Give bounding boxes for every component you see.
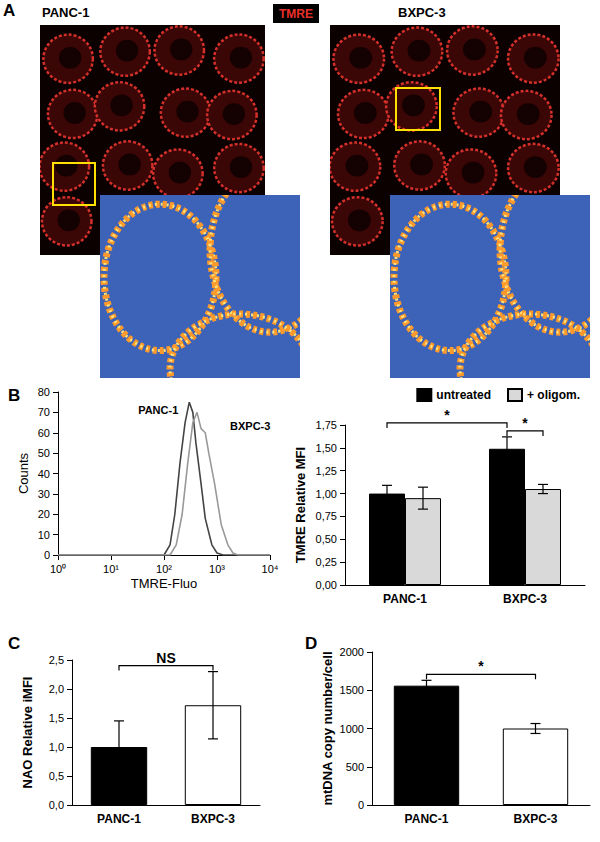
svg-text:1000: 1000: [340, 723, 364, 735]
svg-text:1,00: 1,00: [316, 488, 337, 500]
svg-text:B: B: [8, 386, 20, 405]
svg-text:10²: 10²: [156, 563, 172, 575]
svg-text:0,00: 0,00: [316, 579, 337, 591]
svg-text:PANC-1: PANC-1: [42, 5, 89, 20]
svg-text:BXPC-3: BXPC-3: [191, 812, 235, 826]
svg-text:0,5: 0,5: [49, 770, 64, 782]
svg-text:PANC-1: PANC-1: [97, 812, 141, 826]
svg-text:BXPC-3: BXPC-3: [503, 592, 547, 606]
svg-text:2000: 2000: [340, 646, 364, 658]
svg-text:*: *: [478, 658, 484, 674]
svg-text:TMRE-Fluo: TMRE-Fluo: [131, 576, 197, 591]
svg-text:*: *: [522, 415, 528, 431]
svg-text:PANC-1: PANC-1: [138, 404, 178, 416]
svg-text:10: 10: [38, 529, 50, 541]
svg-text:TMRE: TMRE: [279, 7, 313, 21]
svg-text:mtDNA copy number/cell: mtDNA copy number/cell: [320, 651, 335, 805]
svg-text:1500: 1500: [340, 684, 364, 696]
svg-text:TMRE Relative MFI: TMRE Relative MFI: [293, 447, 308, 563]
svg-text:C: C: [8, 634, 20, 653]
svg-text:1,0: 1,0: [49, 741, 64, 753]
svg-text:NAO Relative iMFI: NAO Relative iMFI: [20, 677, 35, 789]
svg-text:A: A: [3, 1, 15, 20]
svg-text:1,50: 1,50: [316, 442, 337, 454]
svg-text:0,50: 0,50: [316, 533, 337, 545]
svg-text:1,5: 1,5: [49, 712, 64, 724]
svg-text:BXPC-3: BXPC-3: [398, 5, 446, 20]
svg-text:20: 20: [38, 508, 50, 520]
svg-text:*: *: [444, 407, 450, 423]
svg-text:NS: NS: [156, 650, 175, 666]
svg-text:PANC-1: PANC-1: [383, 592, 427, 606]
svg-text:BXPC-3: BXPC-3: [230, 420, 270, 432]
svg-text:30: 30: [38, 488, 50, 500]
svg-text:1,75: 1,75: [316, 419, 337, 431]
svg-text:D: D: [305, 634, 317, 653]
svg-text:50: 50: [38, 447, 50, 459]
svg-text:10¹: 10¹: [103, 563, 119, 575]
svg-text:1,25: 1,25: [316, 465, 337, 477]
svg-text:0,25: 0,25: [316, 556, 337, 568]
svg-text:500: 500: [346, 761, 364, 773]
svg-text:Counts: Counts: [16, 452, 31, 494]
svg-text:80: 80: [38, 386, 50, 398]
svg-text:0,75: 0,75: [316, 510, 337, 522]
svg-text:+ oligom.: + oligom.: [527, 388, 580, 402]
svg-text:0,0: 0,0: [49, 799, 64, 811]
svg-text:0: 0: [44, 549, 50, 561]
svg-text:60: 60: [38, 427, 50, 439]
svg-text:BXPC-3: BXPC-3: [513, 812, 557, 826]
svg-text:10⁴: 10⁴: [262, 563, 279, 575]
svg-text:2,0: 2,0: [49, 683, 64, 695]
svg-text:untreated: untreated: [436, 388, 491, 402]
svg-text:10³: 10³: [209, 563, 225, 575]
svg-text:10⁰: 10⁰: [50, 563, 66, 575]
svg-text:PANC-1: PANC-1: [405, 812, 449, 826]
svg-text:40: 40: [38, 468, 50, 480]
svg-text:0: 0: [358, 799, 364, 811]
svg-text:70: 70: [38, 406, 50, 418]
svg-text:2,5: 2,5: [49, 654, 64, 666]
